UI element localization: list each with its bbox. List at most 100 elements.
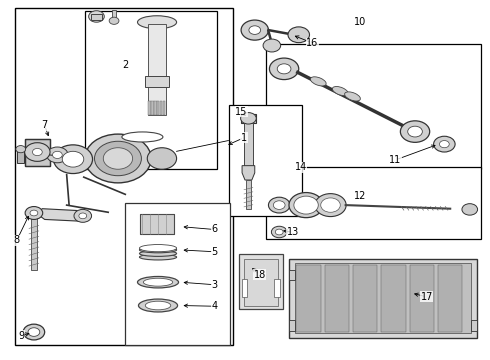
Bar	[244, 123, 253, 166]
Ellipse shape	[140, 254, 176, 260]
Bar	[25, 139, 49, 166]
Bar	[31, 214, 37, 270]
Circle shape	[269, 197, 290, 213]
Circle shape	[271, 226, 287, 238]
Text: 7: 7	[42, 121, 48, 130]
Bar	[91, 14, 102, 20]
Circle shape	[52, 151, 62, 158]
Circle shape	[249, 26, 261, 35]
Ellipse shape	[144, 278, 172, 286]
Bar	[112, 10, 116, 21]
Bar	[295, 263, 471, 333]
Bar	[25, 139, 49, 166]
Circle shape	[109, 17, 119, 24]
Text: 18: 18	[253, 270, 266, 280]
Bar	[151, 101, 154, 116]
Circle shape	[53, 145, 93, 174]
Ellipse shape	[140, 244, 176, 252]
Ellipse shape	[122, 132, 163, 142]
Bar	[146, 76, 169, 87]
Bar	[296, 265, 321, 332]
Circle shape	[289, 193, 323, 218]
Text: 13: 13	[287, 228, 299, 237]
Circle shape	[147, 148, 176, 169]
Bar	[148, 24, 166, 116]
Text: 16: 16	[306, 38, 318, 48]
Text: 11: 11	[390, 155, 402, 165]
Ellipse shape	[139, 299, 177, 312]
Text: 17: 17	[420, 292, 433, 302]
Bar	[325, 265, 349, 332]
Bar	[289, 270, 295, 280]
Text: 10: 10	[354, 17, 366, 27]
Ellipse shape	[344, 92, 360, 101]
Bar	[246, 180, 251, 209]
Circle shape	[408, 126, 422, 137]
Bar	[148, 101, 151, 116]
Circle shape	[24, 143, 50, 161]
Text: 5: 5	[211, 247, 218, 257]
Bar	[438, 265, 463, 332]
Bar	[160, 101, 162, 116]
Text: 2: 2	[122, 60, 128, 70]
Polygon shape	[37, 209, 86, 221]
Bar	[266, 44, 481, 169]
Bar	[229, 105, 302, 216]
Ellipse shape	[332, 86, 348, 96]
Bar	[289, 320, 295, 330]
Ellipse shape	[140, 251, 176, 256]
Ellipse shape	[138, 16, 176, 29]
Bar	[353, 265, 377, 332]
Text: 12: 12	[354, 191, 366, 201]
Bar	[266, 167, 481, 239]
Bar	[140, 214, 174, 234]
Bar	[85, 12, 217, 169]
Bar	[289, 259, 477, 338]
Bar	[410, 265, 434, 332]
Bar	[154, 101, 157, 116]
Circle shape	[277, 64, 291, 74]
Circle shape	[275, 229, 283, 235]
Circle shape	[47, 147, 68, 163]
Circle shape	[89, 11, 104, 22]
Circle shape	[241, 20, 269, 40]
Bar	[15, 8, 233, 345]
Circle shape	[85, 134, 151, 183]
Circle shape	[321, 198, 340, 212]
Polygon shape	[242, 166, 255, 180]
Circle shape	[462, 204, 478, 215]
Bar	[274, 279, 280, 297]
Text: 3: 3	[211, 280, 217, 290]
Text: 1: 1	[241, 133, 247, 143]
Text: 14: 14	[294, 162, 307, 172]
Bar	[244, 259, 278, 306]
Bar	[471, 320, 477, 330]
Text: 15: 15	[235, 107, 248, 117]
Circle shape	[74, 210, 92, 222]
Circle shape	[315, 194, 346, 217]
Bar	[239, 253, 283, 309]
Circle shape	[263, 39, 281, 52]
Circle shape	[28, 328, 40, 336]
Circle shape	[273, 201, 285, 210]
Bar	[157, 101, 159, 116]
Circle shape	[440, 140, 449, 148]
Bar	[242, 279, 247, 297]
Bar	[241, 114, 256, 123]
Circle shape	[95, 141, 142, 176]
Circle shape	[434, 136, 455, 152]
Bar	[27, 329, 41, 335]
Bar	[163, 101, 165, 116]
Ellipse shape	[146, 301, 171, 310]
Bar	[125, 203, 230, 345]
Ellipse shape	[140, 247, 176, 253]
Circle shape	[241, 113, 256, 124]
Circle shape	[23, 324, 45, 340]
Text: 6: 6	[211, 225, 217, 234]
Bar	[381, 265, 406, 332]
Circle shape	[294, 196, 318, 214]
Circle shape	[30, 210, 38, 216]
Circle shape	[16, 145, 25, 153]
Text: 4: 4	[211, 301, 217, 311]
Circle shape	[32, 148, 42, 156]
